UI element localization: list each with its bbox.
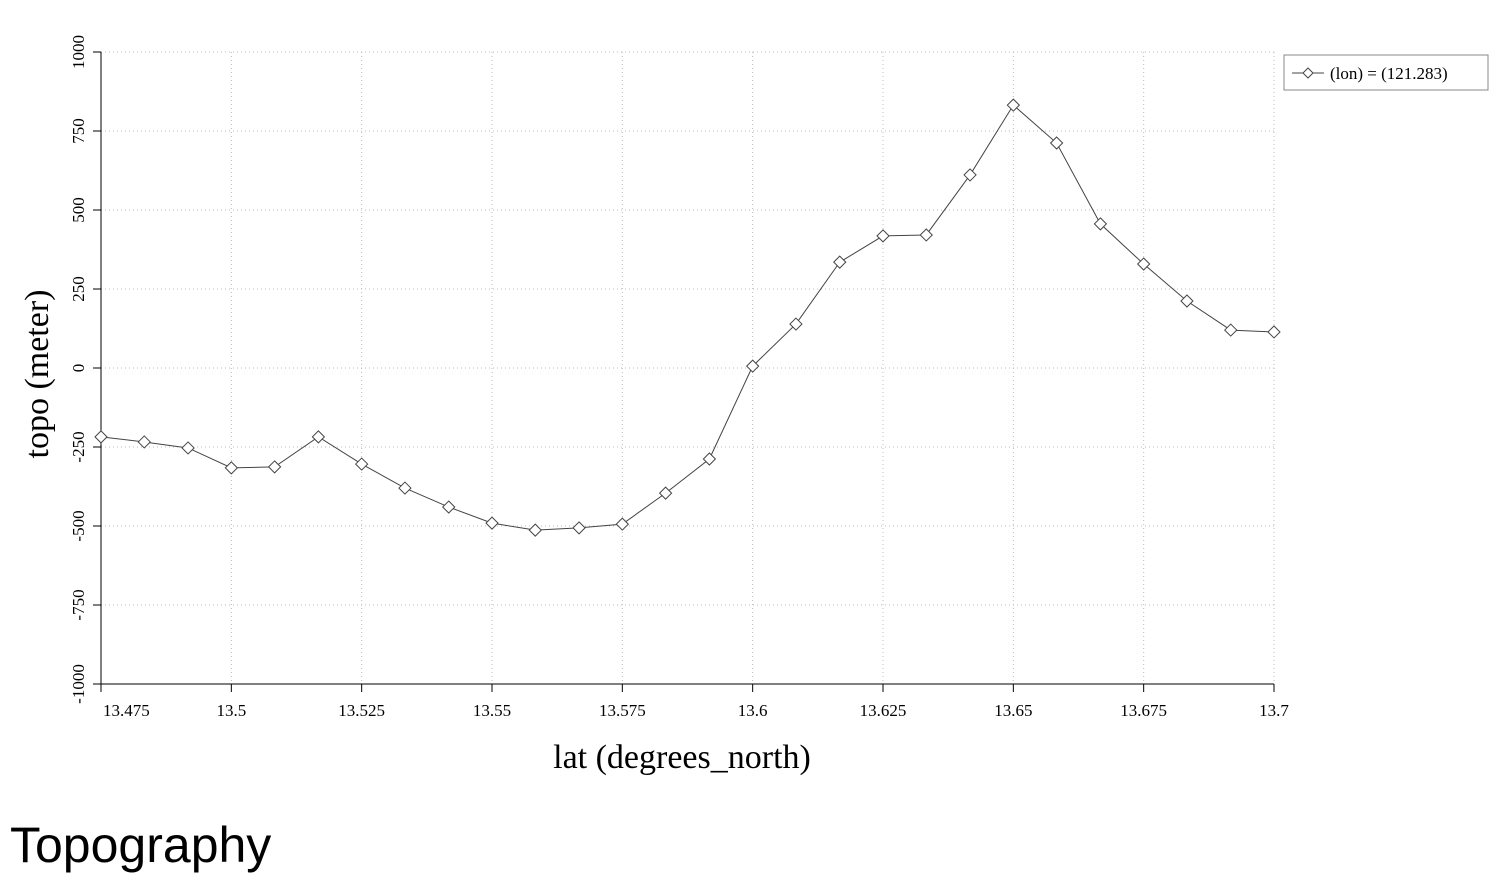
point-marker — [1093, 217, 1108, 231]
x-tick-label: 13.575 — [599, 701, 646, 720]
point-marker — [354, 457, 369, 471]
x-tick-label: 13.525 — [338, 701, 385, 720]
legend-marker — [1302, 67, 1314, 79]
point-marker — [1224, 323, 1238, 337]
x-tick-label: 13.6 — [738, 701, 768, 720]
point-marker — [1180, 294, 1194, 308]
point-marker — [963, 168, 977, 182]
x-tick-label: 13.7 — [1259, 701, 1289, 720]
series-line — [100, 104, 1275, 531]
point-marker — [919, 228, 933, 242]
x-axis-title: lat (degrees_north) — [553, 739, 811, 776]
x-tick-label: 13.625 — [860, 701, 907, 720]
point-marker — [1267, 325, 1281, 339]
y-tick-label: 250 — [69, 276, 88, 302]
x-tick-label: 13.5 — [216, 701, 246, 720]
point-marker — [224, 461, 239, 475]
y-axis-title: topo (meter) — [19, 290, 56, 459]
chart-title: Topography — [10, 817, 271, 873]
y-tick-label: -750 — [69, 589, 88, 620]
y-tick-label: 0 — [69, 364, 88, 373]
legend-label: (lon) = (121.283) — [1330, 64, 1448, 83]
point-marker — [137, 435, 151, 449]
x-tick-label: 13.475 — [103, 701, 150, 720]
point-marker — [745, 359, 760, 373]
y-tick-label: -250 — [69, 431, 88, 462]
point-marker — [1049, 136, 1064, 150]
y-tick-label: -500 — [69, 510, 88, 541]
point-marker — [442, 500, 456, 514]
y-tick-label: 500 — [69, 197, 88, 223]
point-marker — [398, 481, 412, 495]
point-marker — [1136, 257, 1151, 271]
point-marker — [876, 229, 890, 243]
x-tick-label: 13.675 — [1120, 701, 1167, 720]
point-marker — [181, 441, 195, 455]
point-marker — [267, 460, 282, 474]
point-marker — [615, 517, 630, 531]
point-marker — [485, 516, 499, 530]
x-tick-label: 13.65 — [994, 701, 1032, 720]
point-marker — [789, 317, 803, 331]
point-marker — [658, 486, 673, 500]
point-marker — [702, 452, 717, 466]
point-marker — [572, 521, 586, 535]
point-marker — [833, 255, 847, 269]
x-tick-label: 13.55 — [473, 701, 511, 720]
y-tick-label: 750 — [69, 118, 88, 144]
point-marker — [1006, 98, 1021, 112]
y-tick-label: 1000 — [69, 35, 88, 69]
point-marker — [528, 523, 542, 537]
y-tick-label: -1000 — [69, 664, 88, 704]
point-marker — [94, 430, 108, 444]
point-marker — [311, 430, 326, 444]
